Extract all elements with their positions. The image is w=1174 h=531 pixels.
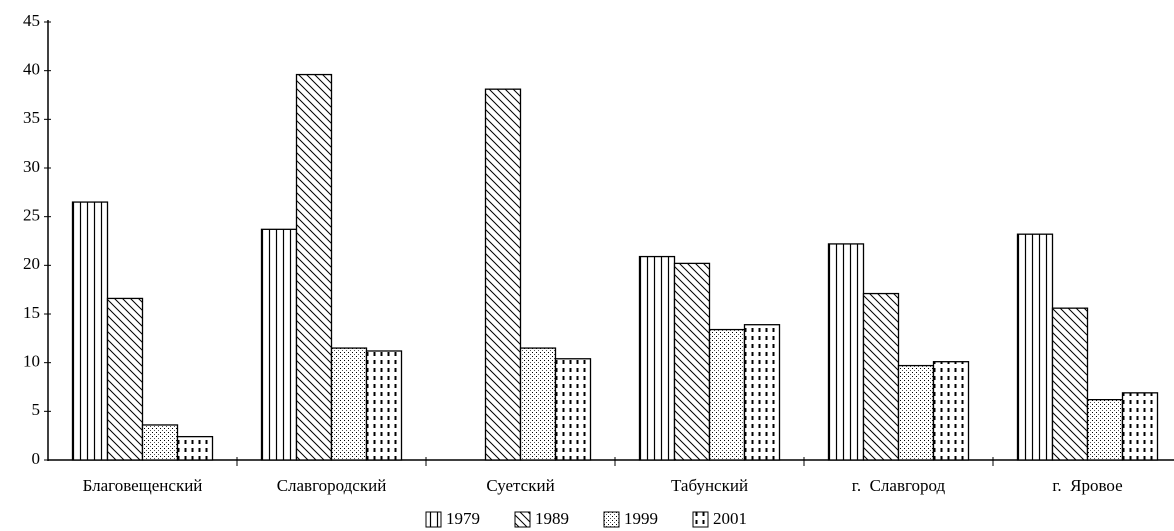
bar (827, 243, 865, 461)
bar (176, 435, 214, 461)
bar (260, 228, 298, 461)
bar (1086, 399, 1124, 461)
bar (743, 324, 781, 461)
bar (295, 73, 333, 461)
x-tick-label: Славгородский (277, 476, 387, 495)
y-tick-label: 20 (23, 254, 40, 273)
x-tick-label: Суетский (486, 476, 554, 495)
bar (1016, 233, 1054, 461)
legend-swatch (514, 511, 531, 528)
x-tick-label: г. Славгород (852, 476, 946, 495)
bar (330, 347, 368, 461)
legend-label: 1999 (624, 509, 658, 528)
y-tick-label: 25 (23, 206, 40, 225)
bar (106, 297, 144, 461)
bar (554, 358, 592, 461)
legend-label: 1979 (446, 509, 480, 528)
legend-label: 2001 (713, 509, 747, 528)
bar (897, 364, 935, 461)
y-tick-label: 40 (23, 60, 40, 79)
legend-swatch (603, 511, 620, 528)
y-tick-label: 5 (32, 400, 41, 419)
y-tick-label: 15 (23, 303, 40, 322)
y-tick-label: 35 (23, 108, 40, 127)
bar (673, 262, 711, 461)
bar (638, 255, 676, 461)
legend-swatch (692, 511, 709, 528)
x-tick-label: г. Яровое (1052, 476, 1122, 495)
y-tick-label: 30 (23, 157, 40, 176)
bar (1051, 307, 1089, 461)
bar (365, 350, 403, 461)
y-tick-label: 0 (32, 449, 41, 468)
x-tick-label: Табунский (671, 476, 748, 495)
legend-swatch (425, 511, 442, 528)
x-tick-label: Благовещенский (83, 476, 203, 495)
bar (862, 292, 900, 461)
bar (71, 201, 109, 461)
y-tick-label: 45 (23, 11, 40, 30)
bar (519, 347, 557, 461)
bar (708, 328, 746, 461)
bar (1121, 392, 1159, 461)
bar (932, 361, 970, 461)
legend-label: 1989 (535, 509, 569, 528)
y-tick-label: 10 (23, 352, 40, 371)
bar (141, 424, 179, 461)
bar (484, 88, 522, 461)
